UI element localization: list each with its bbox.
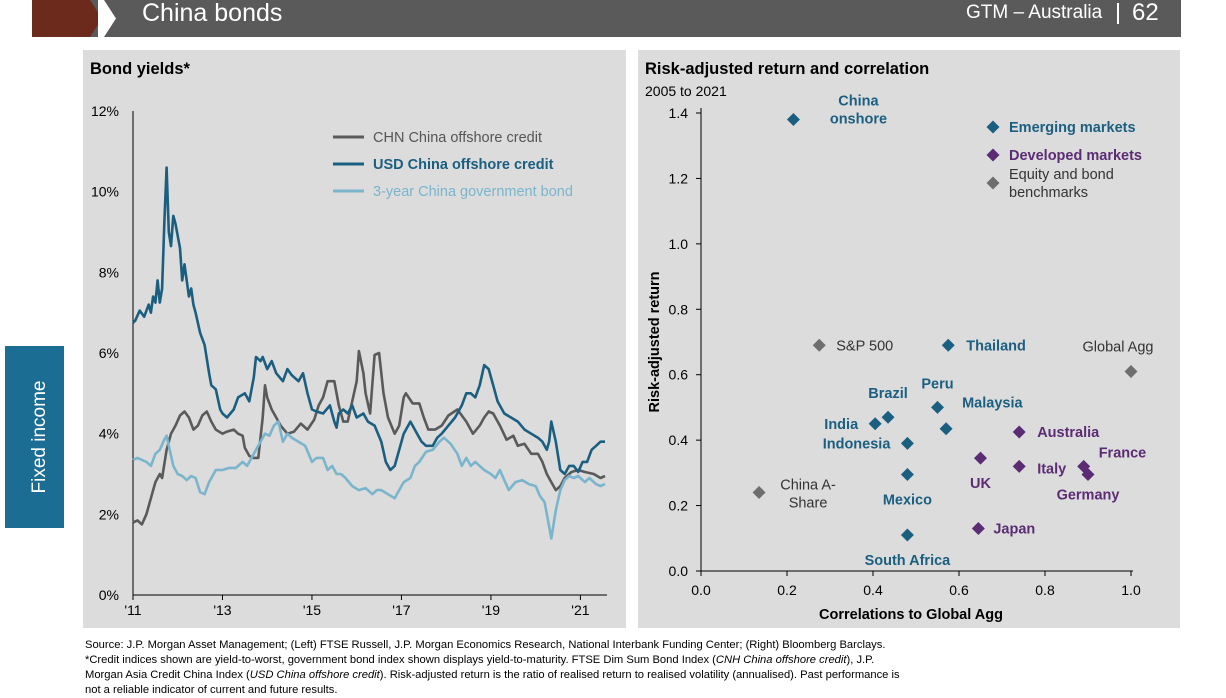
point-marker-brazil — [881, 410, 895, 424]
point-label-japan: Japan — [993, 521, 1035, 537]
point-label-s-p-500: S&P 500 — [836, 338, 893, 354]
y-tick-label: 0.4 — [669, 432, 689, 448]
point-marker-germany — [1081, 467, 1095, 481]
risk-return-chart: 0.0 0.2 0.4 0.6 0.8 1.0 1.2 1.4 0.0 0.2 0.4 0.6 0.8 1… — [647, 94, 1154, 623]
point-label-thailand: Thailand — [966, 338, 1026, 354]
series-line-usd-china-offshore-credit — [132, 166, 605, 476]
point-label-australia: Australia — [1037, 425, 1100, 441]
point-marker-australia — [1012, 425, 1026, 439]
point-label-germany: Germany — [1057, 487, 1120, 503]
legend-label: 3-year China government bond — [373, 184, 573, 200]
series-line-chn-china-offshore-credit — [132, 349, 606, 526]
y-tick-label: 10% — [91, 184, 119, 200]
y-tick-label: 1.2 — [669, 170, 689, 186]
footnote: Source: J.P. Morgan Asset Management; (L… — [85, 638, 1185, 698]
y-tick-label: 0.6 — [669, 367, 689, 383]
footnote-definitions: Morgan Asia Credit China Index (USD Chin… — [85, 669, 900, 681]
point-marker-china-onshore — [786, 113, 800, 127]
legend-label: CHN China offshore credit — [373, 130, 542, 146]
page-number: 62 — [1132, 0, 1159, 26]
point-marker-s-p-500 — [812, 338, 826, 352]
y-tick-label: 12% — [91, 103, 119, 119]
legend-label-benchmarks: Equity and bond benchmarks — [1009, 167, 1114, 201]
point-marker-peru — [931, 400, 944, 414]
point-marker-global-agg — [1124, 364, 1138, 378]
point-label-uk: UK — [970, 476, 991, 492]
point-label-france: France — [1099, 445, 1147, 461]
point-marker-uk — [974, 451, 987, 465]
point-marker-indonesia — [900, 436, 914, 450]
header-bar — [32, 0, 1181, 37]
x-tick-label: 0.8 — [1035, 582, 1055, 598]
point-marker-china-a-share — [752, 485, 766, 499]
point-label-malaysia: Malaysia — [962, 396, 1023, 412]
y-tick-label: 2% — [99, 506, 119, 522]
header-chevron-icon — [32, 0, 102, 37]
point-label-italy: Italy — [1037, 461, 1066, 477]
y-tick-label: 0% — [99, 587, 119, 603]
x-tick-label: '21 — [571, 602, 589, 618]
section-tab-label: Fixed income — [29, 380, 50, 494]
y-tick-label: 6% — [99, 345, 119, 361]
risk-return-title: Risk-adjusted return and correlation — [645, 60, 930, 78]
point-label-india: India — [824, 417, 859, 433]
y-tick-label: 8% — [99, 264, 119, 280]
bond-yields-panel — [83, 50, 626, 628]
y-tick-label: 0.2 — [669, 498, 689, 514]
point-label-china-onshore: China onshore — [830, 94, 887, 128]
point-marker-south-africa — [900, 528, 914, 542]
x-axis-title: Correlations to Global Agg — [819, 607, 1003, 623]
section-tab[interactable] — [5, 346, 64, 528]
x-tick-label: '11 — [124, 602, 141, 618]
legend-label-emerging: Emerging markets — [1009, 120, 1136, 136]
series-line-3-year-china-government-bond — [132, 420, 606, 540]
y-tick-label: 0.0 — [669, 563, 689, 579]
point-label-brazil: Brazil — [868, 386, 908, 402]
y-tick-label: 0.8 — [669, 301, 689, 317]
y-axis-title: Risk-adjusted return — [647, 272, 663, 413]
legend-label-developed: Developed markets — [1009, 148, 1142, 164]
point-marker-thailand — [941, 338, 955, 352]
bond-yields-title: Bond yields* — [90, 60, 190, 78]
point-label-mexico: Mexico — [883, 492, 932, 508]
footnote-indices: *Credit indices shown are yield-to-worst… — [85, 654, 875, 666]
point-label-indonesia: Indonesia — [823, 436, 892, 452]
point-label-south-africa: South Africa — [865, 553, 952, 569]
point-marker-italy — [1012, 459, 1026, 473]
legend-marker-developed — [986, 148, 1000, 162]
point-marker-japan — [971, 521, 985, 535]
legend-label: USD China offshore credit — [373, 157, 554, 173]
x-tick-label: 0.2 — [777, 582, 797, 598]
point-marker-mexico — [900, 467, 914, 481]
point-label-peru: Peru — [921, 376, 953, 392]
x-tick-label: '17 — [392, 602, 410, 618]
y-tick-label: 1.0 — [669, 236, 689, 252]
x-tick-label: '13 — [213, 602, 231, 618]
x-tick-label: 0.0 — [691, 582, 711, 598]
y-tick-label: 1.4 — [669, 105, 689, 121]
header-divider — [1117, 3, 1119, 24]
legend-marker-benchmarks — [986, 176, 1000, 190]
x-tick-label: 0.6 — [949, 582, 969, 598]
x-tick-label: '15 — [303, 602, 321, 618]
legend-marker-emerging — [986, 120, 1000, 134]
y-tick-label: 4% — [99, 426, 119, 442]
point-marker-malaysia — [939, 422, 953, 436]
page-title: China bonds — [142, 0, 283, 27]
risk-return-subtitle: 2005 to 2021 — [645, 83, 727, 99]
footnote-disclaimer: not a reliable indicator of current and … — [85, 684, 338, 696]
x-tick-label: 1.0 — [1121, 582, 1141, 598]
x-tick-label: 0.4 — [863, 582, 883, 598]
bond-yields-chart: 0% 2% 4% 6% 8% 10% 12% '11 '13 '15 '17 '19 '21 CHN Ch… — [91, 103, 607, 618]
x-tick-label: '19 — [482, 602, 500, 618]
point-marker-india — [868, 417, 882, 431]
header-region: GTM – Australia — [966, 2, 1103, 23]
point-label-global-agg: Global Agg — [1083, 339, 1154, 355]
point-label-china-a-share: China A-Share — [780, 477, 836, 511]
footnote-source: Source: J.P. Morgan Asset Management; (L… — [85, 639, 886, 651]
